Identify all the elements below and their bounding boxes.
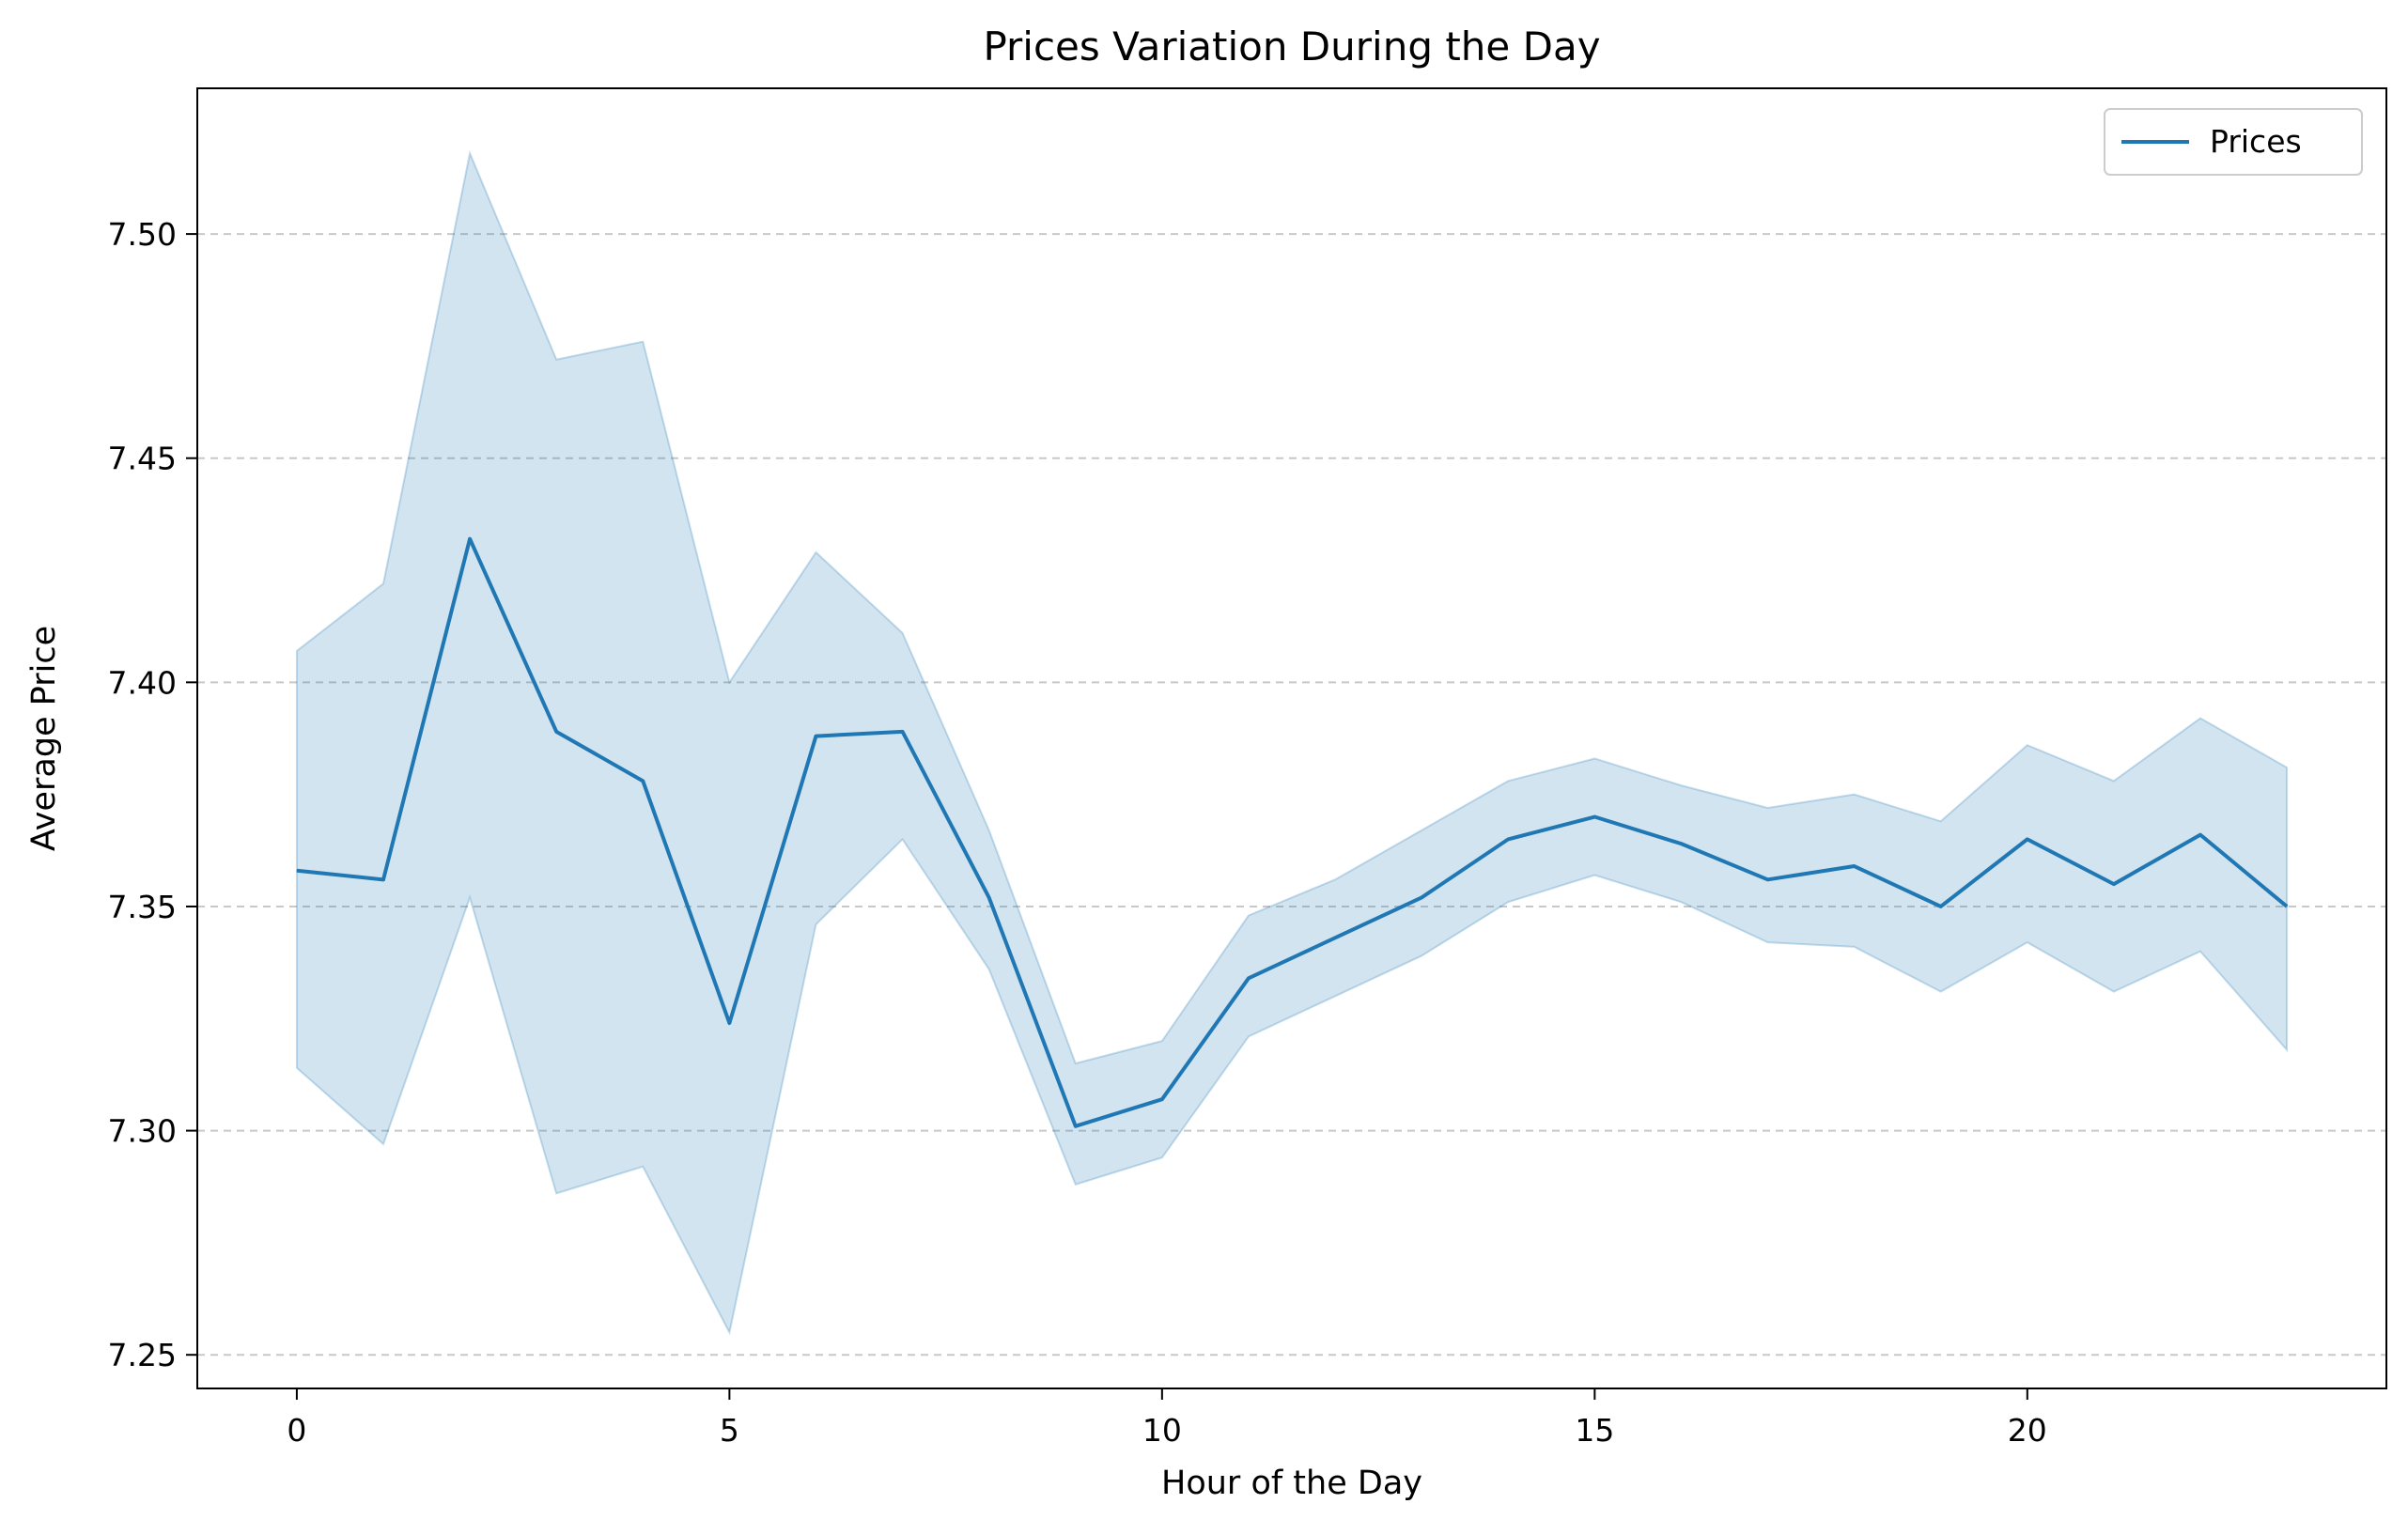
series-line-layer (296, 536, 2289, 1128)
data-point (902, 731, 904, 733)
x-tick-label: 5 (720, 1412, 739, 1449)
x-tick-label: 20 (2008, 1412, 2047, 1449)
data-point (1075, 1125, 1077, 1127)
data-point (988, 896, 990, 898)
data-point (1940, 906, 1942, 907)
data-point (382, 878, 384, 880)
y-tick-label: 7.45 (108, 441, 177, 477)
data-point (2286, 906, 2288, 907)
plot-frame (196, 87, 2387, 1389)
x-tick-label: 10 (1142, 1412, 1182, 1449)
y-tick-label: 7.30 (108, 1113, 177, 1150)
y-tick-label: 7.50 (108, 216, 177, 253)
confidence-band (295, 149, 2289, 1336)
data-point (555, 731, 557, 733)
legend-box (2104, 108, 2363, 176)
y-tick-label: 7.40 (108, 664, 177, 701)
x-tick-label: 0 (287, 1412, 306, 1449)
data-point (2113, 883, 2115, 885)
data-point (728, 1022, 730, 1024)
data-point (1680, 843, 1682, 845)
y-axis-label: Average Price (25, 626, 63, 851)
chart-title: Prices Variation During the Day (983, 23, 1600, 70)
gridlines (197, 233, 2386, 1357)
confidence-band-layer (295, 149, 2289, 1336)
x-tick-label: 15 (1575, 1412, 1614, 1449)
data-point (1854, 865, 1856, 867)
data-point (296, 870, 298, 872)
x-axis-label: Hour of the Day (1161, 1465, 1422, 1502)
data-point (1507, 838, 1509, 840)
data-point (1767, 878, 1769, 880)
y-axis-ticks: 7.25 7.30 7.35 7.40 7.45 7.50 (108, 216, 197, 1373)
y-tick-label: 7.25 (108, 1337, 177, 1373)
data-point (1248, 977, 1250, 979)
x-axis-ticks: 0 5 10 15 20 (287, 1388, 2047, 1449)
data-point (2199, 834, 2201, 836)
y-tick-label: 7.35 (108, 889, 177, 925)
series-line-prices (296, 536, 2289, 1128)
legend-label-prices: Prices (2210, 123, 2302, 160)
data-point (1593, 816, 1595, 818)
data-point (1161, 1098, 1163, 1100)
data-point (469, 538, 471, 540)
legend: Prices (2104, 108, 2363, 176)
data-point (1421, 896, 1422, 898)
data-point (642, 780, 644, 782)
